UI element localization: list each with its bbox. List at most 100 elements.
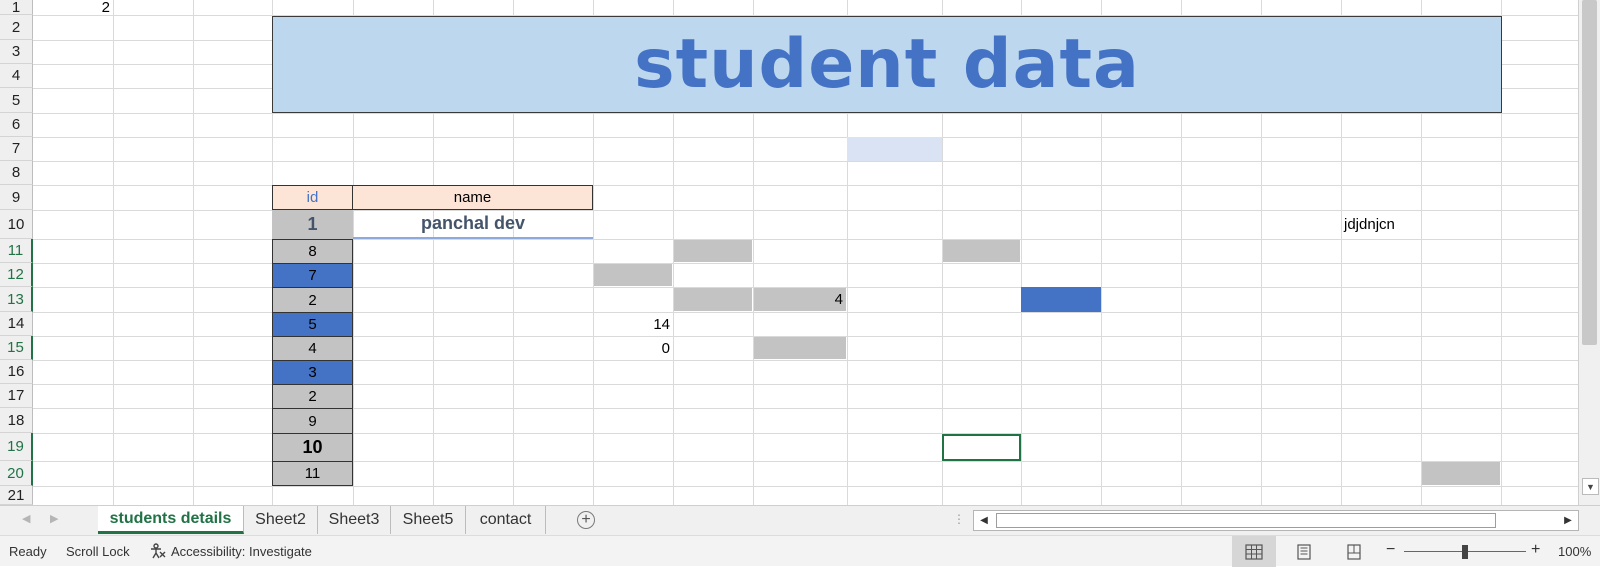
page-break-preview-icon[interactable]	[1332, 536, 1376, 567]
tab-scroll-right-icon[interactable]: ▶	[50, 513, 59, 525]
row-header[interactable]: 8	[0, 161, 33, 185]
grid-line	[33, 113, 1578, 114]
row-header[interactable]: 11	[0, 239, 33, 263]
active-cell[interactable]	[942, 434, 1021, 461]
id-cell[interactable]: 7	[272, 263, 353, 288]
grid-line	[513, 0, 514, 505]
cell-value[interactable]: jdjdnjcn	[1344, 216, 1395, 233]
grid-line	[1421, 0, 1422, 505]
blue-cell[interactable]	[1021, 287, 1101, 312]
scroll-left-arrow-icon[interactable]: ◀	[980, 515, 988, 526]
grid-line	[33, 239, 1578, 240]
id-cell[interactable]: 2	[272, 384, 353, 409]
sheet-tab-bar: ◀ ▶ students details Sheet2 Sheet3 Sheet…	[0, 505, 1600, 535]
row-header[interactable]: 15	[0, 336, 33, 360]
horizontal-scroll-thumb[interactable]	[996, 513, 1496, 528]
cell-a1[interactable]: 2	[101, 0, 110, 16]
grid-line	[113, 0, 114, 505]
shaded-cell[interactable]	[1422, 462, 1500, 485]
id-cell[interactable]: 4	[272, 336, 353, 361]
tab-sheet2[interactable]: Sheet2	[244, 506, 318, 534]
row-header[interactable]: 19	[0, 433, 33, 461]
grid-line	[33, 15, 1578, 16]
shaded-cell[interactable]	[674, 240, 752, 262]
id-cell[interactable]: 11	[272, 461, 353, 486]
id-cell[interactable]: 2	[272, 287, 353, 313]
grid-line	[33, 336, 1578, 337]
row-header[interactable]: 21	[0, 486, 33, 505]
zoom-in-button[interactable]: +	[1531, 541, 1541, 558]
row-header[interactable]: 10	[0, 210, 33, 239]
grid-line	[1261, 0, 1262, 505]
grid-line	[753, 0, 754, 505]
grid-line	[1101, 0, 1102, 505]
row-header[interactable]: 5	[0, 88, 33, 113]
id-cell[interactable]: 8	[272, 239, 353, 264]
row-header[interactable]: 2	[0, 15, 33, 40]
grid-line	[33, 433, 1578, 434]
grid-line	[193, 0, 194, 505]
row-header[interactable]: 16	[0, 360, 33, 384]
grid-line	[593, 0, 594, 505]
page-layout-view-icon[interactable]	[1282, 536, 1326, 567]
row-header[interactable]: 18	[0, 408, 33, 433]
scroll-right-arrow-icon[interactable]: ▶	[1564, 515, 1572, 526]
shaded-cell[interactable]	[943, 240, 1020, 262]
grid-line	[1341, 0, 1342, 505]
shaded-cell[interactable]	[594, 264, 672, 286]
row-header[interactable]: 20	[0, 461, 33, 486]
grid-line	[673, 0, 674, 505]
grid-line	[33, 287, 1578, 288]
zoom-slider-thumb[interactable]	[1462, 545, 1468, 559]
id-cell[interactable]: 10	[272, 433, 353, 462]
id-cell[interactable]: 3	[272, 360, 353, 385]
tab-contact[interactable]: contact	[466, 506, 546, 534]
shaded-cell[interactable]	[674, 288, 752, 311]
id-cell[interactable]: 5	[272, 312, 353, 337]
zoom-out-button[interactable]: −	[1386, 541, 1396, 558]
cell-value[interactable]: 4	[754, 288, 846, 311]
worksheet-grid[interactable]: 1 2 3 4 5 6 7 8 9 10 11 12 13 14 15 16 1…	[0, 0, 1600, 505]
name-cell[interactable]: panchal dev	[353, 210, 593, 239]
row-header[interactable]: 14	[0, 312, 33, 336]
row-header[interactable]: 6	[0, 113, 33, 137]
zoom-level[interactable]: 100%	[1558, 544, 1592, 559]
status-accessibility[interactable]: Accessibility: Investigate	[171, 544, 312, 559]
row-header[interactable]: 7	[0, 137, 33, 161]
banner-title[interactable]: student data	[272, 16, 1502, 113]
highlighted-cell[interactable]	[847, 137, 942, 161]
scroll-down-arrow-icon[interactable]: ▼	[1582, 478, 1599, 495]
header-id[interactable]: id	[272, 185, 353, 210]
tab-students-details[interactable]: students details	[98, 506, 244, 534]
horizontal-scrollbar[interactable]: ◀ ▶	[973, 510, 1579, 531]
row-header[interactable]: 12	[0, 263, 33, 287]
cell-value[interactable]: 0	[661, 339, 670, 357]
tab-sheet3[interactable]: Sheet3	[318, 506, 391, 534]
status-bar: Ready Scroll Lock Accessibility: Investi…	[0, 535, 1600, 567]
vertical-scrollbar[interactable]: ▼	[1578, 0, 1600, 505]
grid-line	[33, 210, 1578, 211]
tab-sheet5[interactable]: Sheet5	[391, 506, 466, 534]
row-header[interactable]: 17	[0, 384, 33, 408]
id-cell[interactable]: 9	[272, 408, 353, 434]
tab-scroll-left-icon[interactable]: ◀	[22, 513, 31, 525]
splitter-handle-icon[interactable]: ⋮	[953, 512, 965, 526]
row-header[interactable]: 4	[0, 64, 33, 88]
row-header[interactable]: 9	[0, 185, 33, 210]
row-header[interactable]: 3	[0, 40, 33, 64]
row-header[interactable]: 13	[0, 287, 33, 312]
accessibility-icon[interactable]	[149, 543, 167, 562]
grid-line	[33, 461, 1578, 462]
grid-line	[33, 161, 1578, 162]
vertical-scroll-thumb[interactable]	[1582, 0, 1597, 345]
add-sheet-icon[interactable]: +	[577, 511, 595, 529]
shaded-cell[interactable]	[754, 337, 846, 359]
header-name[interactable]: name	[352, 185, 593, 210]
normal-view-icon[interactable]	[1232, 536, 1276, 567]
id-cell[interactable]: 1	[272, 210, 353, 239]
grid-line	[33, 263, 1578, 264]
cell-value[interactable]: 14	[653, 315, 670, 333]
grid-line	[1501, 0, 1502, 505]
grid-line	[33, 360, 1578, 361]
row-header[interactable]: 1	[0, 0, 33, 16]
